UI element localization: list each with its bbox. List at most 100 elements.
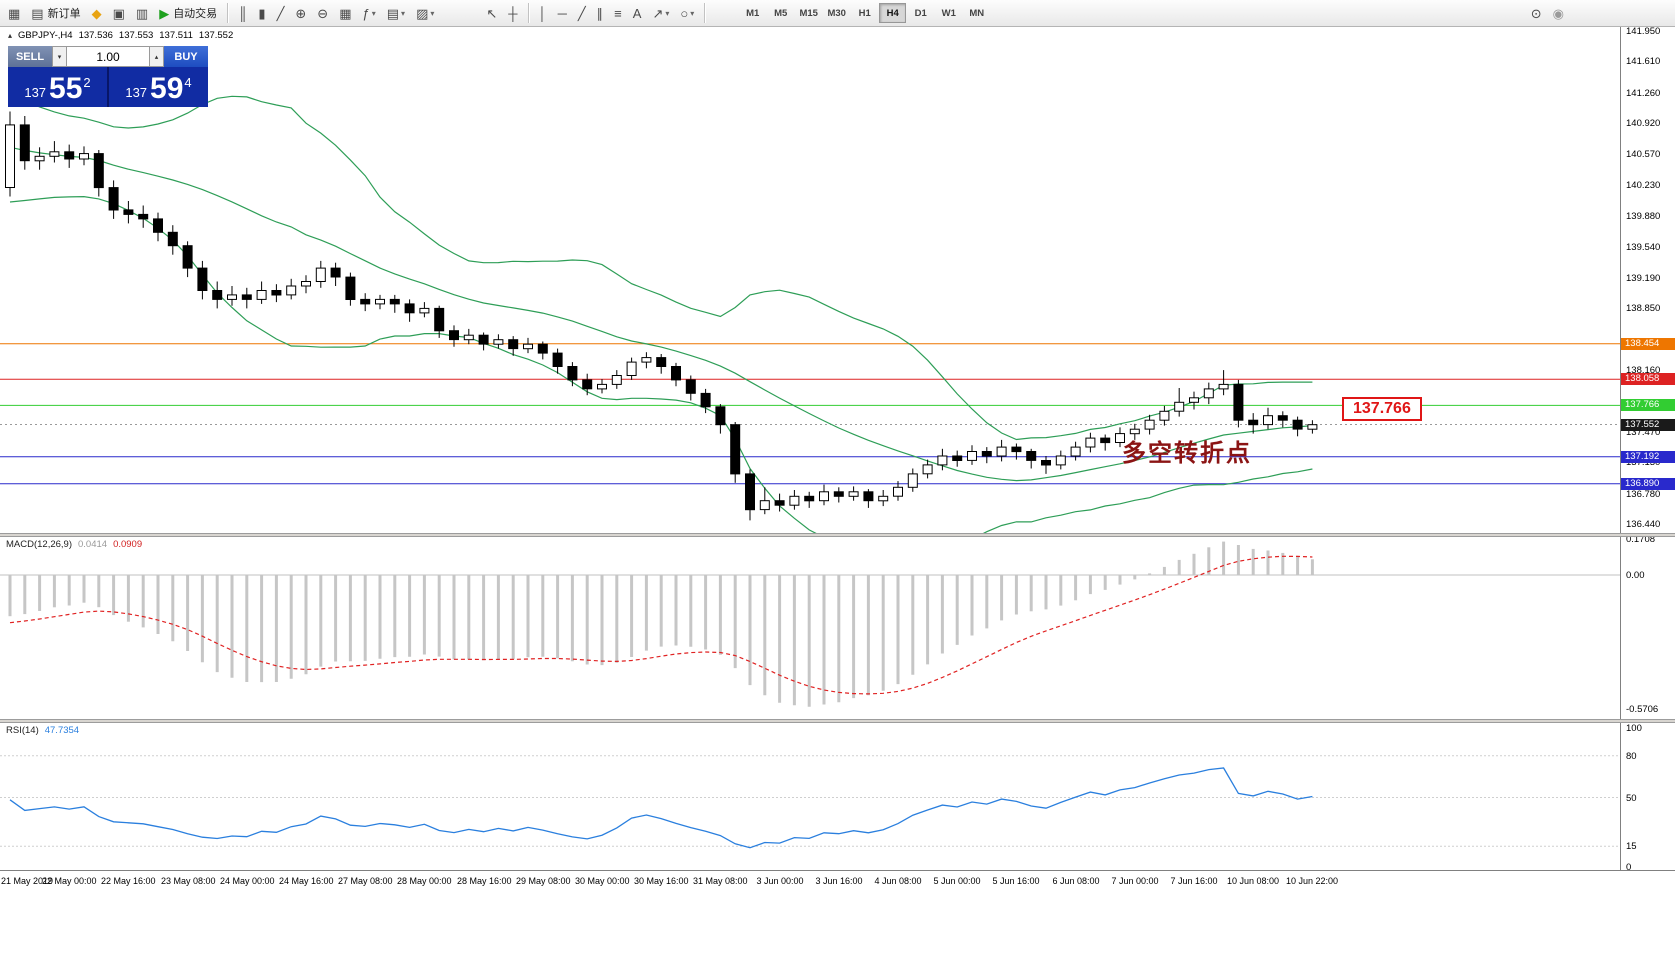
timeframe-h4-button[interactable]: H4 xyxy=(879,3,907,23)
horizontal-line-button[interactable]: ─ xyxy=(553,2,572,24)
auto-trading-icon: ▶ xyxy=(159,5,170,21)
tile-windows-button[interactable]: ▦ xyxy=(334,2,356,24)
one-click-trading-panel: SELL ▾ 1.00 ▴ BUY 137 55 2 137 59 4 xyxy=(8,46,208,107)
templates-button[interactable]: ▨ ▾ xyxy=(411,2,439,24)
data-window-button[interactable]: ▥ xyxy=(131,2,153,24)
symbol-period-label: GBPJPY-,H4 xyxy=(18,30,73,41)
new-chart-button[interactable]: ▦ xyxy=(3,2,25,24)
text-button[interactable]: A xyxy=(628,2,647,24)
zoom-in-button[interactable]: ⊕ xyxy=(290,2,311,24)
timeframe-m1-button[interactable]: M1 xyxy=(746,7,760,19)
price-chart-panel[interactable]: ▴ GBPJPY-,H4 137.536 137.553 137.511 137… xyxy=(0,27,1620,533)
timeframe-h1-button[interactable]: H1 xyxy=(858,7,871,19)
rsi-axis-label: 50 xyxy=(1626,793,1637,804)
timeframe-mn-button[interactable]: MN xyxy=(969,7,985,19)
price-tick-label: 136.780 xyxy=(1626,489,1661,500)
timeframe-w1-button[interactable]: W1 xyxy=(941,7,956,19)
price-tick-label: 137.470 xyxy=(1626,427,1661,438)
timeframe-d1-button[interactable]: D1 xyxy=(914,7,927,19)
buy-price-display[interactable]: 137 59 4 xyxy=(109,67,208,107)
time-label: 24 May 00:00 xyxy=(220,876,275,886)
shapes-button[interactable]: ○ ▾ xyxy=(675,2,699,24)
time-axis[interactable]: 21 May 2019 22 May 00:00 22 May 16:00 23 Ma… xyxy=(0,870,1675,893)
time-label: 30 May 00:00 xyxy=(575,876,630,886)
timeframe-m5-button[interactable]: M5 xyxy=(774,7,788,19)
indicators-button[interactable]: ƒ ▾ xyxy=(358,2,381,24)
time-label: 27 May 08:00 xyxy=(338,876,393,886)
timeframe-m30-button[interactable]: M30 xyxy=(827,7,846,19)
macd-value: 0.0414 xyxy=(78,539,108,550)
macd-signal-value: 0.0909 xyxy=(113,539,143,550)
volume-increase-button[interactable]: ▴ xyxy=(149,46,164,67)
ohlc-high: 137.553 xyxy=(118,30,154,41)
cursor-button[interactable]: ↖ xyxy=(481,2,502,24)
vertical-line-icon: │ xyxy=(538,5,547,21)
main-toolbar: ▦ ▤ 新订单 ◆ ▣ ▥ ▶ 自动交易 ║ ▮ ╱ ⊕ ⊖ ▦ ƒ ▾ ▤ ▾ ▨ ▾ ↖ ┼ │ ─ ╱ ∥ ≡ A ↗ ▾ ○ ▾ M1 M… xyxy=(0,0,1675,27)
crosshair-button[interactable]: ┼ xyxy=(503,2,522,24)
search-button[interactable]: ⊙ xyxy=(1526,2,1547,24)
auto-trading-button[interactable]: ▶ 自动交易 xyxy=(154,2,222,24)
volume-input[interactable]: 1.00 xyxy=(67,46,149,67)
timeframe-m15-button[interactable]: M15 xyxy=(799,7,818,19)
rsi-title: RSI(14) xyxy=(6,725,39,736)
dropdown-caret-icon: ▾ xyxy=(665,8,670,18)
ohlc-open: 137.536 xyxy=(78,30,113,41)
periods-button[interactable]: ▤ ▾ xyxy=(382,2,410,24)
panel-divider[interactable] xyxy=(0,533,1675,537)
volume-decrease-button[interactable]: ▾ xyxy=(52,46,67,67)
price-tag: 137.552 xyxy=(1621,419,1675,431)
line-chart-button[interactable]: ╱ xyxy=(272,2,290,24)
time-label: 5 Jun 16:00 xyxy=(992,876,1040,886)
cursor-icon: ↖ xyxy=(486,5,498,21)
vertical-line-button[interactable]: │ xyxy=(534,2,552,24)
templates-icon: ▨ xyxy=(416,5,429,21)
crosshair-icon: ┼ xyxy=(508,5,518,21)
macd-panel[interactable]: MACD(12,26,9) 0.0414 0.0909 xyxy=(0,537,1620,719)
time-label: 10 Jun 22:00 xyxy=(1285,876,1339,886)
sell-button[interactable]: SELL xyxy=(8,46,52,67)
price-tick-label: 138.160 xyxy=(1626,365,1661,376)
profiles-button[interactable]: ▣ xyxy=(108,2,130,24)
bar-chart-button[interactable]: ║ xyxy=(233,2,252,24)
time-label: 24 May 16:00 xyxy=(279,876,334,886)
panel-divider[interactable] xyxy=(0,719,1675,723)
fibonacci-button[interactable]: ≡ xyxy=(609,2,627,24)
trendline-button[interactable]: ╱ xyxy=(573,2,591,24)
candlestick-chart-button[interactable]: ▮ xyxy=(253,2,270,24)
time-label: 28 May 00:00 xyxy=(397,876,452,886)
time-label: 10 Jun 08:00 xyxy=(1226,876,1280,886)
equidistant-channel-button[interactable]: ∥ xyxy=(592,2,609,24)
macd-axis-label: 0.1708 xyxy=(1626,534,1656,545)
new-order-button[interactable]: ▤ 新订单 xyxy=(26,2,85,24)
time-label: 22 May 16:00 xyxy=(101,876,156,886)
new-chart-icon: ▦ xyxy=(8,5,21,21)
rsi-panel[interactable]: RSI(14) 47.7354 xyxy=(0,723,1620,870)
candles-layer xyxy=(5,111,1318,521)
price-axis[interactable]: 141.950 141.610 141.260 140.920 140.570 140.2… xyxy=(1620,26,1675,873)
line-chart-icon: ╱ xyxy=(276,5,285,21)
candlestick-chart[interactable] xyxy=(0,27,1620,533)
rsi-line xyxy=(9,767,1313,849)
bollinger-bands-layer xyxy=(9,92,1313,533)
community-button[interactable]: ◉ xyxy=(1548,2,1569,24)
zoom-in-icon: ⊕ xyxy=(295,5,307,21)
time-label: 28 May 16:00 xyxy=(457,876,512,886)
time-label: 7 Jun 16:00 xyxy=(1170,876,1218,886)
zoom-out-button[interactable]: ⊖ xyxy=(312,2,333,24)
sell-price-display[interactable]: 137 55 2 xyxy=(8,67,107,107)
mql5-market-button[interactable]: ◆ xyxy=(87,2,107,24)
time-label: 3 Jun 16:00 xyxy=(815,876,863,886)
symbol-icon: ▴ xyxy=(8,31,13,40)
auto-trading-button-label: 自动交易 xyxy=(173,8,218,20)
tile-windows-icon: ▦ xyxy=(339,5,352,21)
toolbar-separator xyxy=(527,3,529,23)
community-icon: ◉ xyxy=(1552,5,1564,21)
buy-button[interactable]: BUY xyxy=(164,46,208,67)
buy-price-prefix: 137 xyxy=(125,85,148,100)
arrows-button[interactable]: ↗ ▾ xyxy=(647,2,674,24)
macd-signal-line xyxy=(9,555,1313,695)
rsi-value: 47.7354 xyxy=(44,725,80,736)
time-label: 23 May 08:00 xyxy=(161,876,216,886)
macd-axis-label: -0.5706 xyxy=(1626,704,1659,715)
